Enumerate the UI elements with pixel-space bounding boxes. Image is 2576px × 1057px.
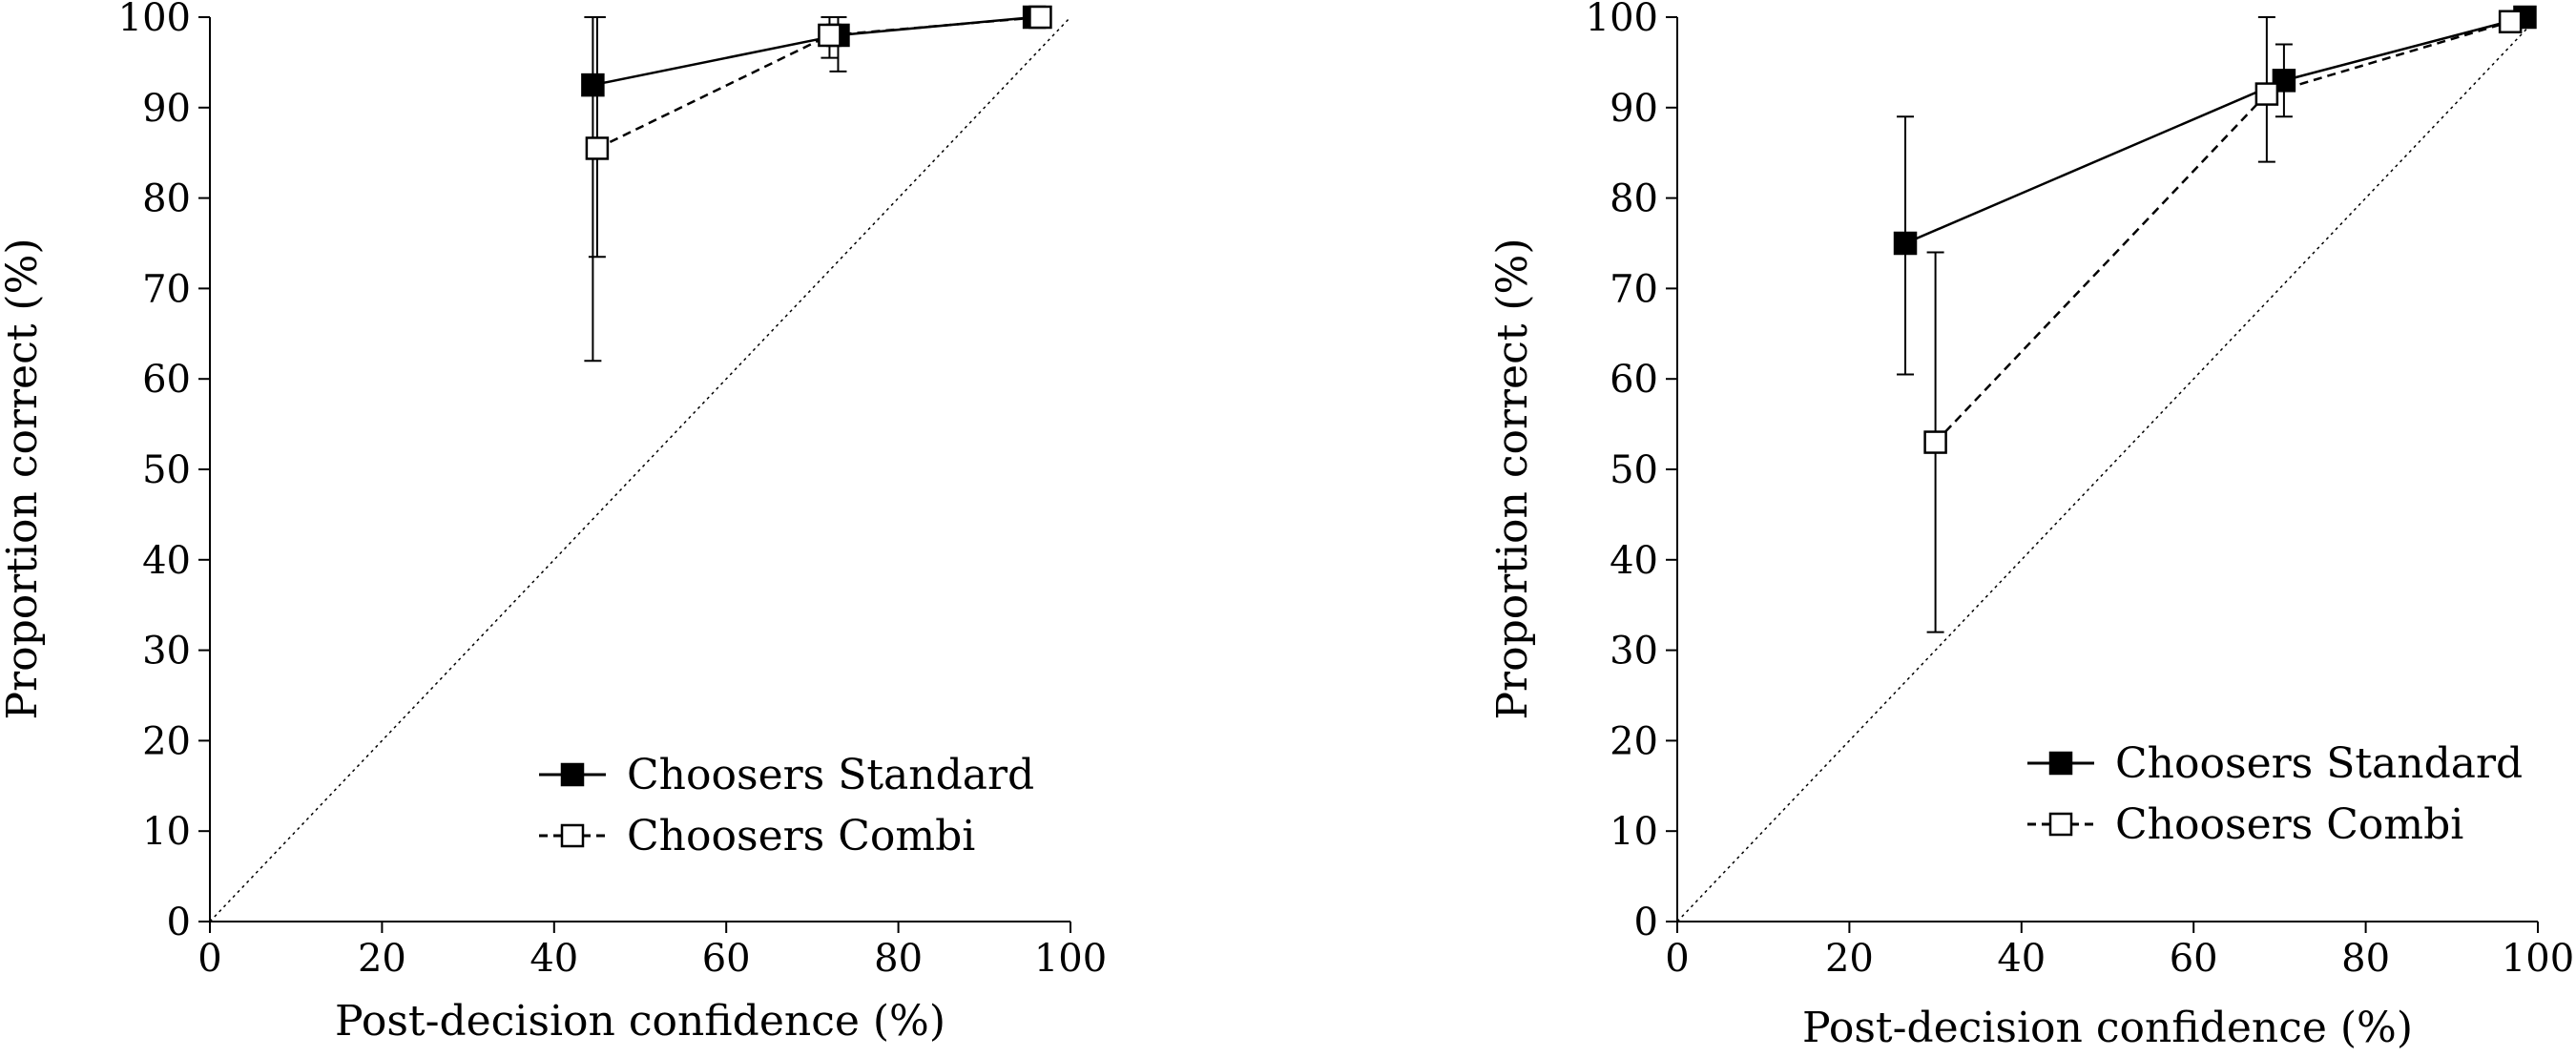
y-tick-label: 20 (142, 719, 191, 763)
series-line (592, 15, 1035, 87)
x-tick-label: 100 (1034, 937, 1107, 981)
y-axis-label: Proportion correct (%) (0, 238, 47, 719)
legend: Choosers Standard Choosers Combi (539, 751, 1034, 860)
legend-marker (2048, 812, 2073, 837)
y-tick-label: 40 (1610, 539, 1658, 583)
y-tick-label: 70 (1610, 267, 1658, 311)
y-tick-label: 80 (142, 177, 191, 221)
x-tick-label: 20 (1825, 937, 1874, 981)
x-tick-label: 0 (197, 937, 221, 981)
data-point-marker (1923, 430, 1947, 454)
y-tick-label: 70 (142, 267, 191, 311)
y-tick-label: 0 (1634, 901, 1658, 944)
y-tick-label: 90 (1610, 87, 1658, 131)
legend-label: Choosers Standard (627, 751, 1034, 799)
x-tick-label: 40 (1997, 937, 2046, 981)
x-axis-label: Post-decision confidence (%) (335, 997, 945, 1046)
x-tick-label: 0 (1665, 937, 1689, 981)
series-combi (585, 5, 1052, 259)
chart-panel-2: 0 10 20 30 40 50 60 70 80 90 100 0 20 40 60 80 100 Post-d… (1488, 0, 2574, 1052)
data-point-marker (585, 136, 610, 160)
series-standard (1893, 5, 2537, 376)
x-tick-label: 40 (530, 937, 578, 981)
legend-marker (2048, 751, 2073, 776)
y-tick-label: 80 (1610, 177, 1658, 221)
x-tick-label: 60 (2170, 937, 2218, 981)
x-tick-label: 100 (2502, 937, 2574, 981)
identity-reference-line (209, 16, 1071, 922)
data-point-marker (1893, 231, 1918, 256)
data-point-marker (2272, 69, 2296, 93)
x-tick-label: 60 (702, 937, 751, 981)
data-point-marker (1028, 5, 1052, 30)
y-tick-label: 20 (1610, 719, 1658, 763)
data-point-marker (818, 23, 841, 48)
legend-marker (560, 762, 585, 787)
y-tick-label: 0 (167, 901, 191, 944)
legend-marker (560, 823, 585, 848)
y-tick-label: 50 (142, 448, 191, 492)
series-line (1934, 20, 2511, 444)
y-tick-label: 30 (142, 630, 191, 674)
legend-label: Choosers Standard (2115, 739, 2523, 788)
x-tick-label: 20 (358, 937, 406, 981)
y-tick-label: 10 (1610, 810, 1658, 854)
identity-reference-line (1676, 16, 2539, 922)
data-point-marker (2254, 82, 2279, 106)
legend-label: Choosers Combi (2115, 800, 2463, 849)
y-tick-label: 10 (142, 810, 191, 854)
series-line (1904, 15, 2525, 245)
y-tick-label: 30 (1610, 630, 1658, 674)
legend-label: Choosers Combi (627, 812, 975, 860)
x-tick-label: 80 (874, 937, 923, 981)
y-tick-label: 100 (1586, 0, 1658, 40)
x-axis-label: Post-decision confidence (%) (1802, 1004, 2413, 1052)
y-tick-label: 100 (118, 0, 191, 40)
y-tick-label: 60 (142, 358, 191, 402)
y-tick-label: 60 (1610, 358, 1658, 402)
y-tick-label: 90 (142, 87, 191, 131)
y-axis-label: Proportion correct (%) (1488, 238, 1537, 719)
chart-panel-1: 0 10 20 30 40 50 60 70 80 90 100 0 20 40 60 80 100 Post-d… (0, 0, 1107, 1046)
data-point-marker (581, 73, 605, 97)
legend: Choosers Standard Choosers Combi (2027, 739, 2523, 849)
x-tick-label: 80 (2341, 937, 2390, 981)
y-tick-label: 40 (142, 539, 191, 583)
series-standard (581, 5, 1047, 363)
y-tick-label: 50 (1610, 448, 1658, 492)
series-combi (1923, 10, 2523, 633)
data-point-marker (2498, 10, 2523, 33)
